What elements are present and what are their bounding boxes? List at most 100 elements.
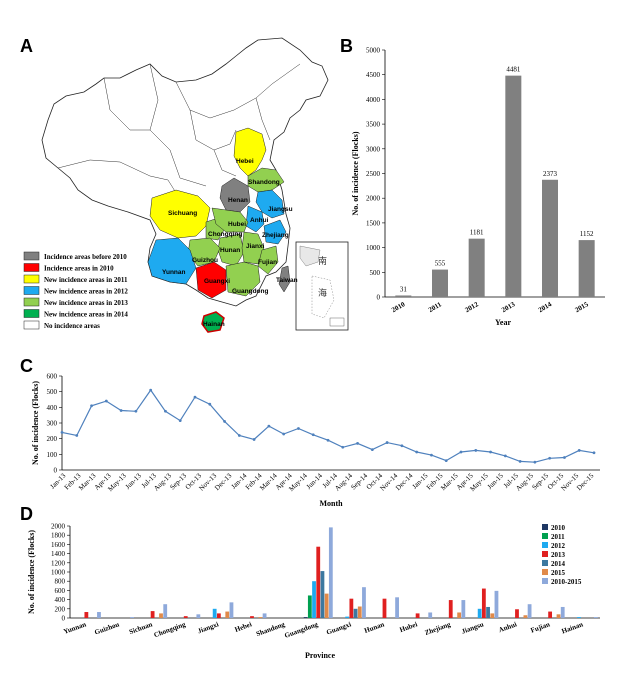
- legend-label: New incidence areas in 2011: [44, 276, 128, 284]
- x-tick-label: Guangxi: [325, 620, 352, 636]
- panel-label-a: A: [20, 36, 33, 56]
- x-tick-label: Jun-14: [305, 471, 324, 490]
- x-tick-label: Jun-15: [486, 471, 505, 490]
- data-point: [326, 438, 330, 442]
- data-label: 31: [400, 285, 408, 293]
- bar: [490, 613, 495, 618]
- bar: [163, 604, 168, 618]
- y-tick-label: 3500: [366, 121, 381, 129]
- data-point: [518, 459, 522, 463]
- label-yunnan: Yunnan: [162, 269, 186, 276]
- x-axis-title: Month: [319, 499, 343, 508]
- data-point: [577, 449, 581, 452]
- x-tick-label: Zhejiang: [424, 620, 452, 637]
- legend-swatch: [23, 274, 40, 284]
- x-tick-label: Jiangsu: [460, 620, 484, 635]
- province-guangxi: [195, 261, 227, 299]
- x-tick-label: Aug-13: [152, 471, 173, 492]
- legend-label: Incidence areas in 2010: [44, 265, 114, 273]
- y-tick-label: 300: [47, 420, 58, 428]
- y-axis-title: No. of incidence (Flocks): [351, 131, 360, 215]
- bar: [345, 616, 350, 618]
- bar: [477, 608, 482, 618]
- bar: [556, 614, 561, 618]
- inset-char-nan: 南: [318, 255, 327, 266]
- province-hainan: [201, 311, 225, 333]
- y-tick-label: 4500: [366, 71, 381, 79]
- y-tick-label: 1800: [51, 532, 66, 540]
- legend-swatch: [23, 263, 40, 272]
- data-point: [533, 460, 537, 464]
- data-point: [370, 448, 374, 452]
- data-point: [356, 441, 359, 445]
- y-tick-label: 2000: [51, 523, 66, 531]
- y-tick-label: 0: [54, 467, 58, 475]
- data-label: 1152: [580, 230, 594, 238]
- bar: [250, 616, 254, 618]
- y-tick-label: 1000: [51, 569, 66, 577]
- data-point: [503, 454, 507, 458]
- y-tick-label: 0: [377, 294, 381, 302]
- label-anhui: Anhui: [250, 217, 269, 224]
- bar: [527, 604, 532, 618]
- bar: [229, 602, 234, 618]
- bar: [225, 611, 230, 618]
- x-tick-label: Aug-14: [333, 471, 354, 492]
- legend-swatch: [23, 309, 40, 318]
- data-point: [223, 420, 226, 423]
- data-point: [208, 402, 212, 406]
- province-jiangxi: [241, 231, 265, 265]
- data-label: 555: [435, 260, 446, 268]
- bar: [212, 608, 217, 618]
- label-hubei: Hubei: [228, 221, 246, 228]
- legend-label: New incidence areas in 2014: [44, 311, 128, 319]
- label-jiangsu: Jiangsu: [268, 206, 293, 213]
- bar: [577, 617, 581, 618]
- bar: [548, 611, 553, 618]
- bar: [395, 597, 399, 618]
- label-shandong: Shandong: [248, 179, 280, 186]
- legend-label: 2013: [551, 551, 566, 559]
- label-zhejiang: Zhejiang: [262, 232, 289, 239]
- panel-a-map: A: [20, 36, 349, 333]
- y-tick-label: 1000: [366, 244, 381, 252]
- bar: [320, 571, 325, 618]
- legend-swatch: [542, 542, 548, 548]
- x-tick-label: Hunan: [363, 620, 385, 635]
- bar: [183, 616, 188, 618]
- bar: [593, 617, 598, 618]
- data-point: [563, 456, 566, 459]
- data-label: 2373: [543, 170, 558, 178]
- bar: [428, 612, 433, 618]
- data-point: [119, 409, 123, 412]
- data-label: 1181: [470, 229, 484, 237]
- y-tick-label: 600: [55, 587, 66, 595]
- province-zhejiang: [263, 219, 287, 245]
- panel-label-b: B: [340, 36, 353, 56]
- panel-c-chart: C 0100200300400500600Jan-13Feb-13Mar-13A…: [20, 356, 600, 508]
- bar: [505, 75, 522, 297]
- y-tick-label: 500: [47, 388, 58, 396]
- data-point: [90, 404, 93, 408]
- bar: [515, 609, 519, 618]
- chart-c: 0100200300400500600Jan-13Feb-13Mar-13Apr…: [31, 373, 600, 508]
- province-jiangsu: [255, 189, 285, 219]
- bar: [216, 613, 221, 618]
- label-guangdong: Guangdong: [232, 288, 268, 295]
- data-point: [193, 395, 197, 399]
- bar: [353, 608, 358, 618]
- x-tick-label: 2010: [390, 300, 407, 314]
- bar: [349, 598, 354, 618]
- legend-label: 2011: [551, 533, 565, 541]
- y-axis-title: No. of incidence (Flocks): [31, 381, 40, 465]
- x-tick-label: Jun-13: [124, 471, 143, 490]
- province-hubei: [211, 207, 249, 233]
- legend-swatch: [23, 286, 40, 295]
- label-sichuang: Sichuang: [168, 210, 197, 217]
- data-point: [341, 445, 345, 449]
- bar: [461, 600, 466, 618]
- y-tick-label: 2500: [366, 170, 381, 178]
- y-tick-label: 200: [55, 605, 66, 613]
- legend-swatch: [542, 524, 548, 530]
- data-point: [474, 449, 478, 452]
